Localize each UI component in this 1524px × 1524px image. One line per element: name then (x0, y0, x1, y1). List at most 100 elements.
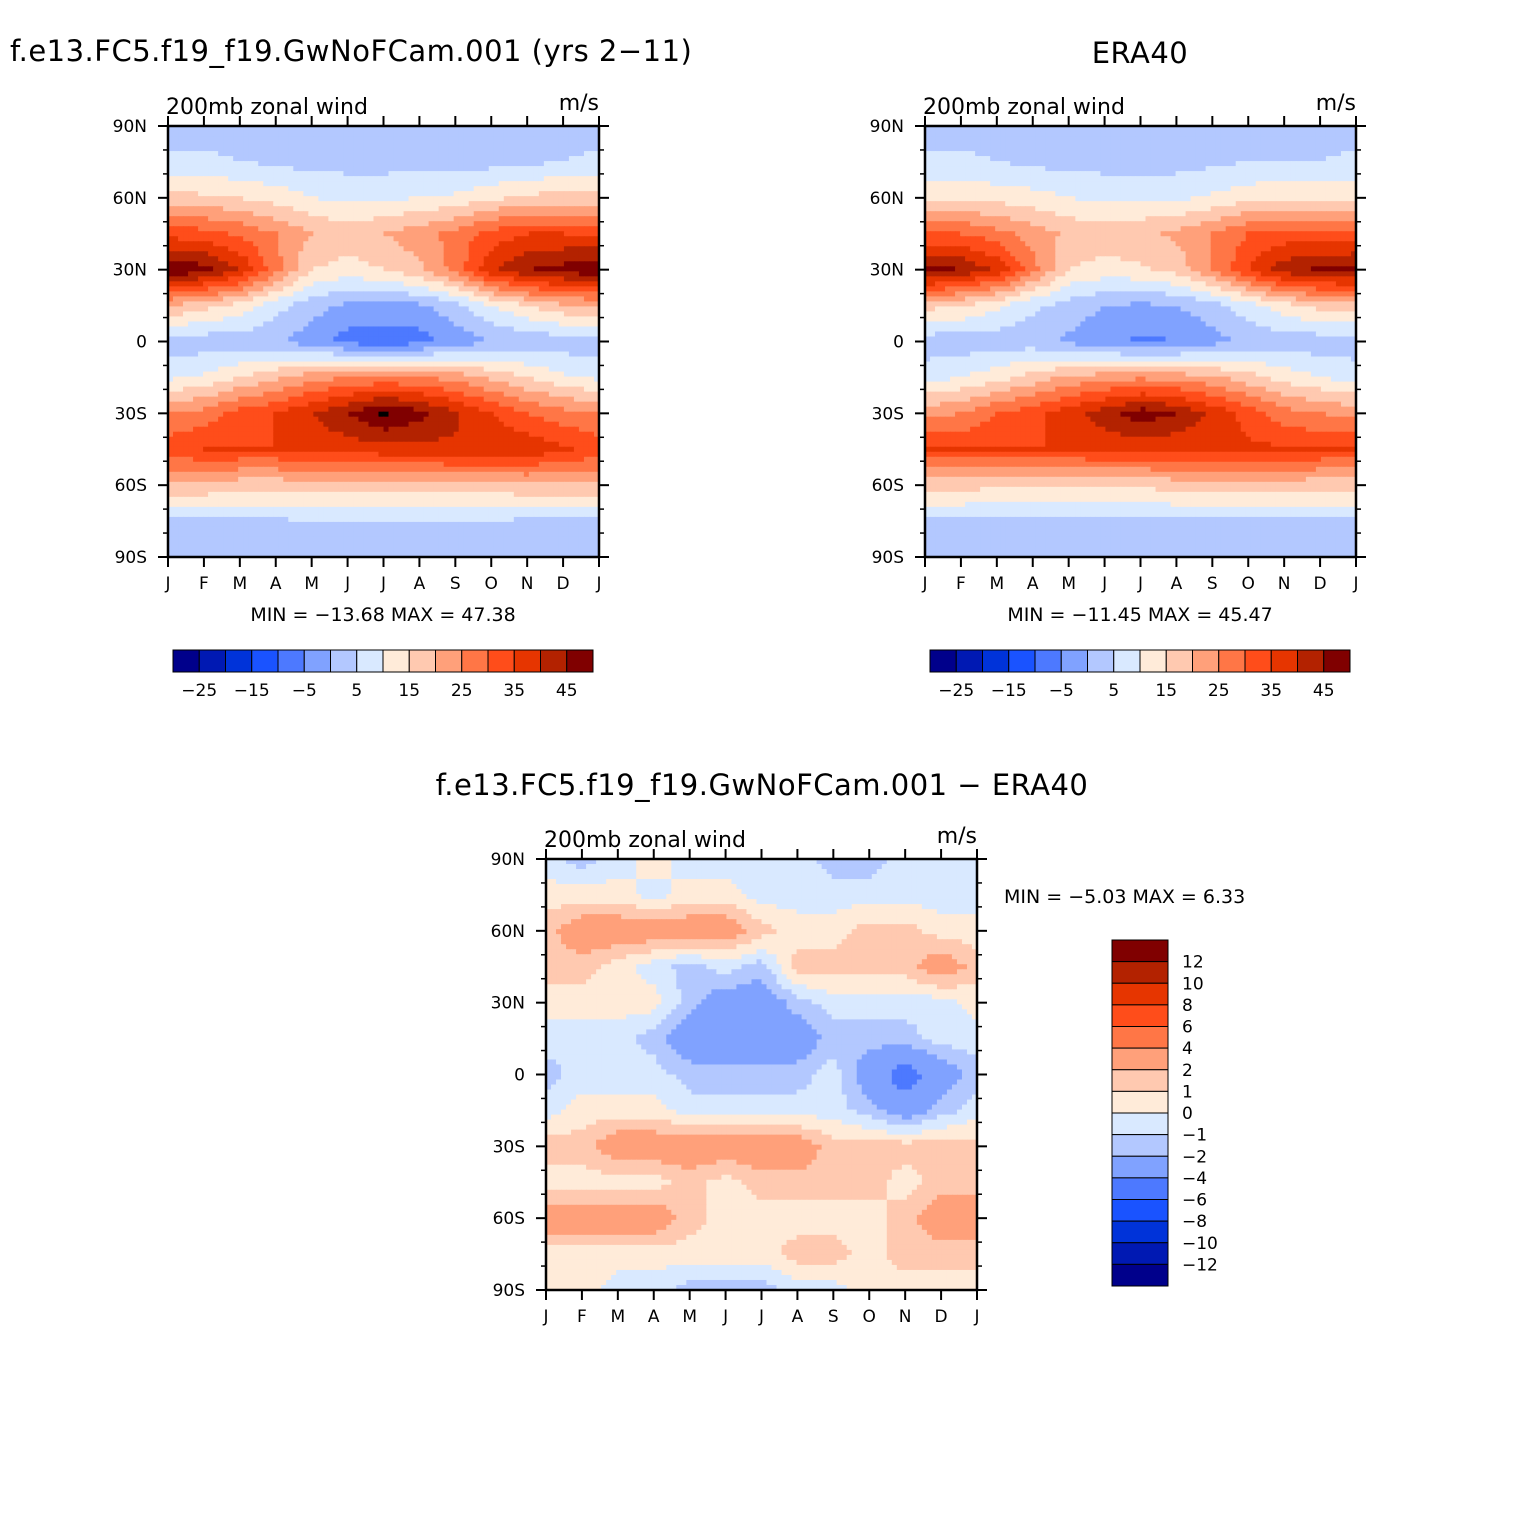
heatmap-cell (494, 221, 500, 227)
heatmap-cell (449, 211, 455, 217)
heatmap-cell (283, 296, 289, 302)
heatmap-cell (263, 181, 269, 187)
heatmap-cell (193, 246, 199, 252)
heatmap-cell (574, 291, 580, 297)
heatmap-cell (554, 402, 560, 408)
heatmap-cell (288, 316, 294, 322)
heatmap-cell (514, 206, 520, 212)
heatmap-cell (459, 266, 465, 272)
heatmap-cell (404, 266, 410, 272)
heatmap-cell (343, 331, 349, 337)
heatmap-cell (559, 326, 565, 332)
heatmap-cell (228, 236, 234, 242)
heatmap-cell (203, 387, 209, 393)
heatmap-cell (434, 151, 440, 157)
heatmap-cell (218, 216, 224, 222)
heatmap-cell (193, 342, 199, 348)
heatmap-cell (353, 291, 359, 297)
heatmap-cell (414, 306, 420, 312)
heatmap-cell (363, 131, 369, 137)
heatmap-cell (183, 206, 189, 212)
heatmap-cell (454, 246, 460, 252)
heatmap-cell (348, 256, 354, 262)
heatmap-cell (474, 181, 480, 187)
heatmap-cell (283, 131, 289, 137)
heatmap-cell (484, 231, 490, 237)
heatmap-cell (223, 256, 229, 262)
heatmap-cell (298, 186, 304, 192)
heatmap-cell (509, 261, 515, 267)
heatmap-cell (519, 261, 525, 267)
heatmap-cell (419, 256, 425, 262)
heatmap-cell (368, 231, 374, 237)
heatmap-cell (439, 131, 445, 137)
heatmap-cell (323, 412, 329, 418)
heatmap-cell (303, 367, 309, 373)
heatmap-cell (313, 241, 319, 247)
heatmap-cell (218, 236, 224, 242)
heatmap-cell (198, 171, 204, 177)
heatmap-cell (343, 296, 349, 302)
heatmap-cell (564, 211, 570, 217)
heatmap-cell (529, 256, 535, 262)
heatmap-cell (449, 352, 455, 358)
heatmap-cell (579, 191, 585, 197)
heatmap-cell (424, 256, 430, 262)
heatmap-cell (313, 261, 319, 267)
heatmap-cell (539, 362, 545, 368)
heatmap-cell (268, 382, 274, 388)
heatmap-cell (178, 276, 184, 282)
heatmap-cell (173, 261, 179, 267)
heatmap-cell (529, 387, 535, 393)
heatmap-cell (589, 226, 595, 232)
heatmap-cell (228, 291, 234, 297)
heatmap-cell (363, 206, 369, 212)
heatmap-cell (409, 256, 415, 262)
heatmap-cell (208, 397, 214, 403)
heatmap-cell (288, 196, 294, 202)
heatmap-cell (218, 382, 224, 388)
heatmap-cell (574, 226, 580, 232)
heatmap-cell (283, 352, 289, 358)
heatmap-cell (278, 362, 284, 368)
heatmap-cell (554, 362, 560, 368)
heatmap-cell (449, 387, 455, 393)
heatmap-cell (444, 191, 450, 197)
heatmap-cell (514, 246, 520, 252)
heatmap-cell (539, 412, 545, 418)
heatmap-cell (569, 221, 575, 227)
heatmap-cell (268, 352, 274, 358)
heatmap-cell (308, 412, 314, 418)
heatmap-cell (444, 397, 450, 403)
heatmap-cell (233, 211, 239, 217)
heatmap-cell (183, 151, 189, 157)
heatmap-cell (238, 342, 244, 348)
heatmap-cell (519, 342, 525, 348)
heatmap-cell (378, 316, 384, 322)
heatmap-cell (188, 352, 194, 358)
heatmap-cell (499, 146, 505, 152)
heatmap-cell (273, 316, 279, 322)
heatmap-cell (509, 407, 515, 413)
heatmap-cell (283, 186, 289, 192)
heatmap-cell (414, 261, 420, 267)
heatmap-cell (248, 316, 254, 322)
heatmap-cell (514, 161, 520, 167)
heatmap-cell (569, 397, 575, 403)
heatmap-cell (539, 226, 545, 232)
heatmap-cell (173, 131, 179, 137)
heatmap-cell (464, 291, 470, 297)
heatmap-cell (298, 171, 304, 177)
heatmap-cell (399, 231, 405, 237)
heatmap-cell (328, 321, 334, 327)
heatmap-cell (464, 306, 470, 312)
heatmap-cell (449, 206, 455, 212)
heatmap-cell (378, 146, 384, 152)
heatmap-cell (549, 336, 555, 342)
heatmap-cell (308, 226, 314, 232)
heatmap-cell (454, 196, 460, 202)
heatmap-cell (188, 136, 194, 142)
heatmap-cell (509, 191, 515, 197)
heatmap-cell (509, 146, 515, 152)
heatmap-cell (569, 372, 575, 378)
